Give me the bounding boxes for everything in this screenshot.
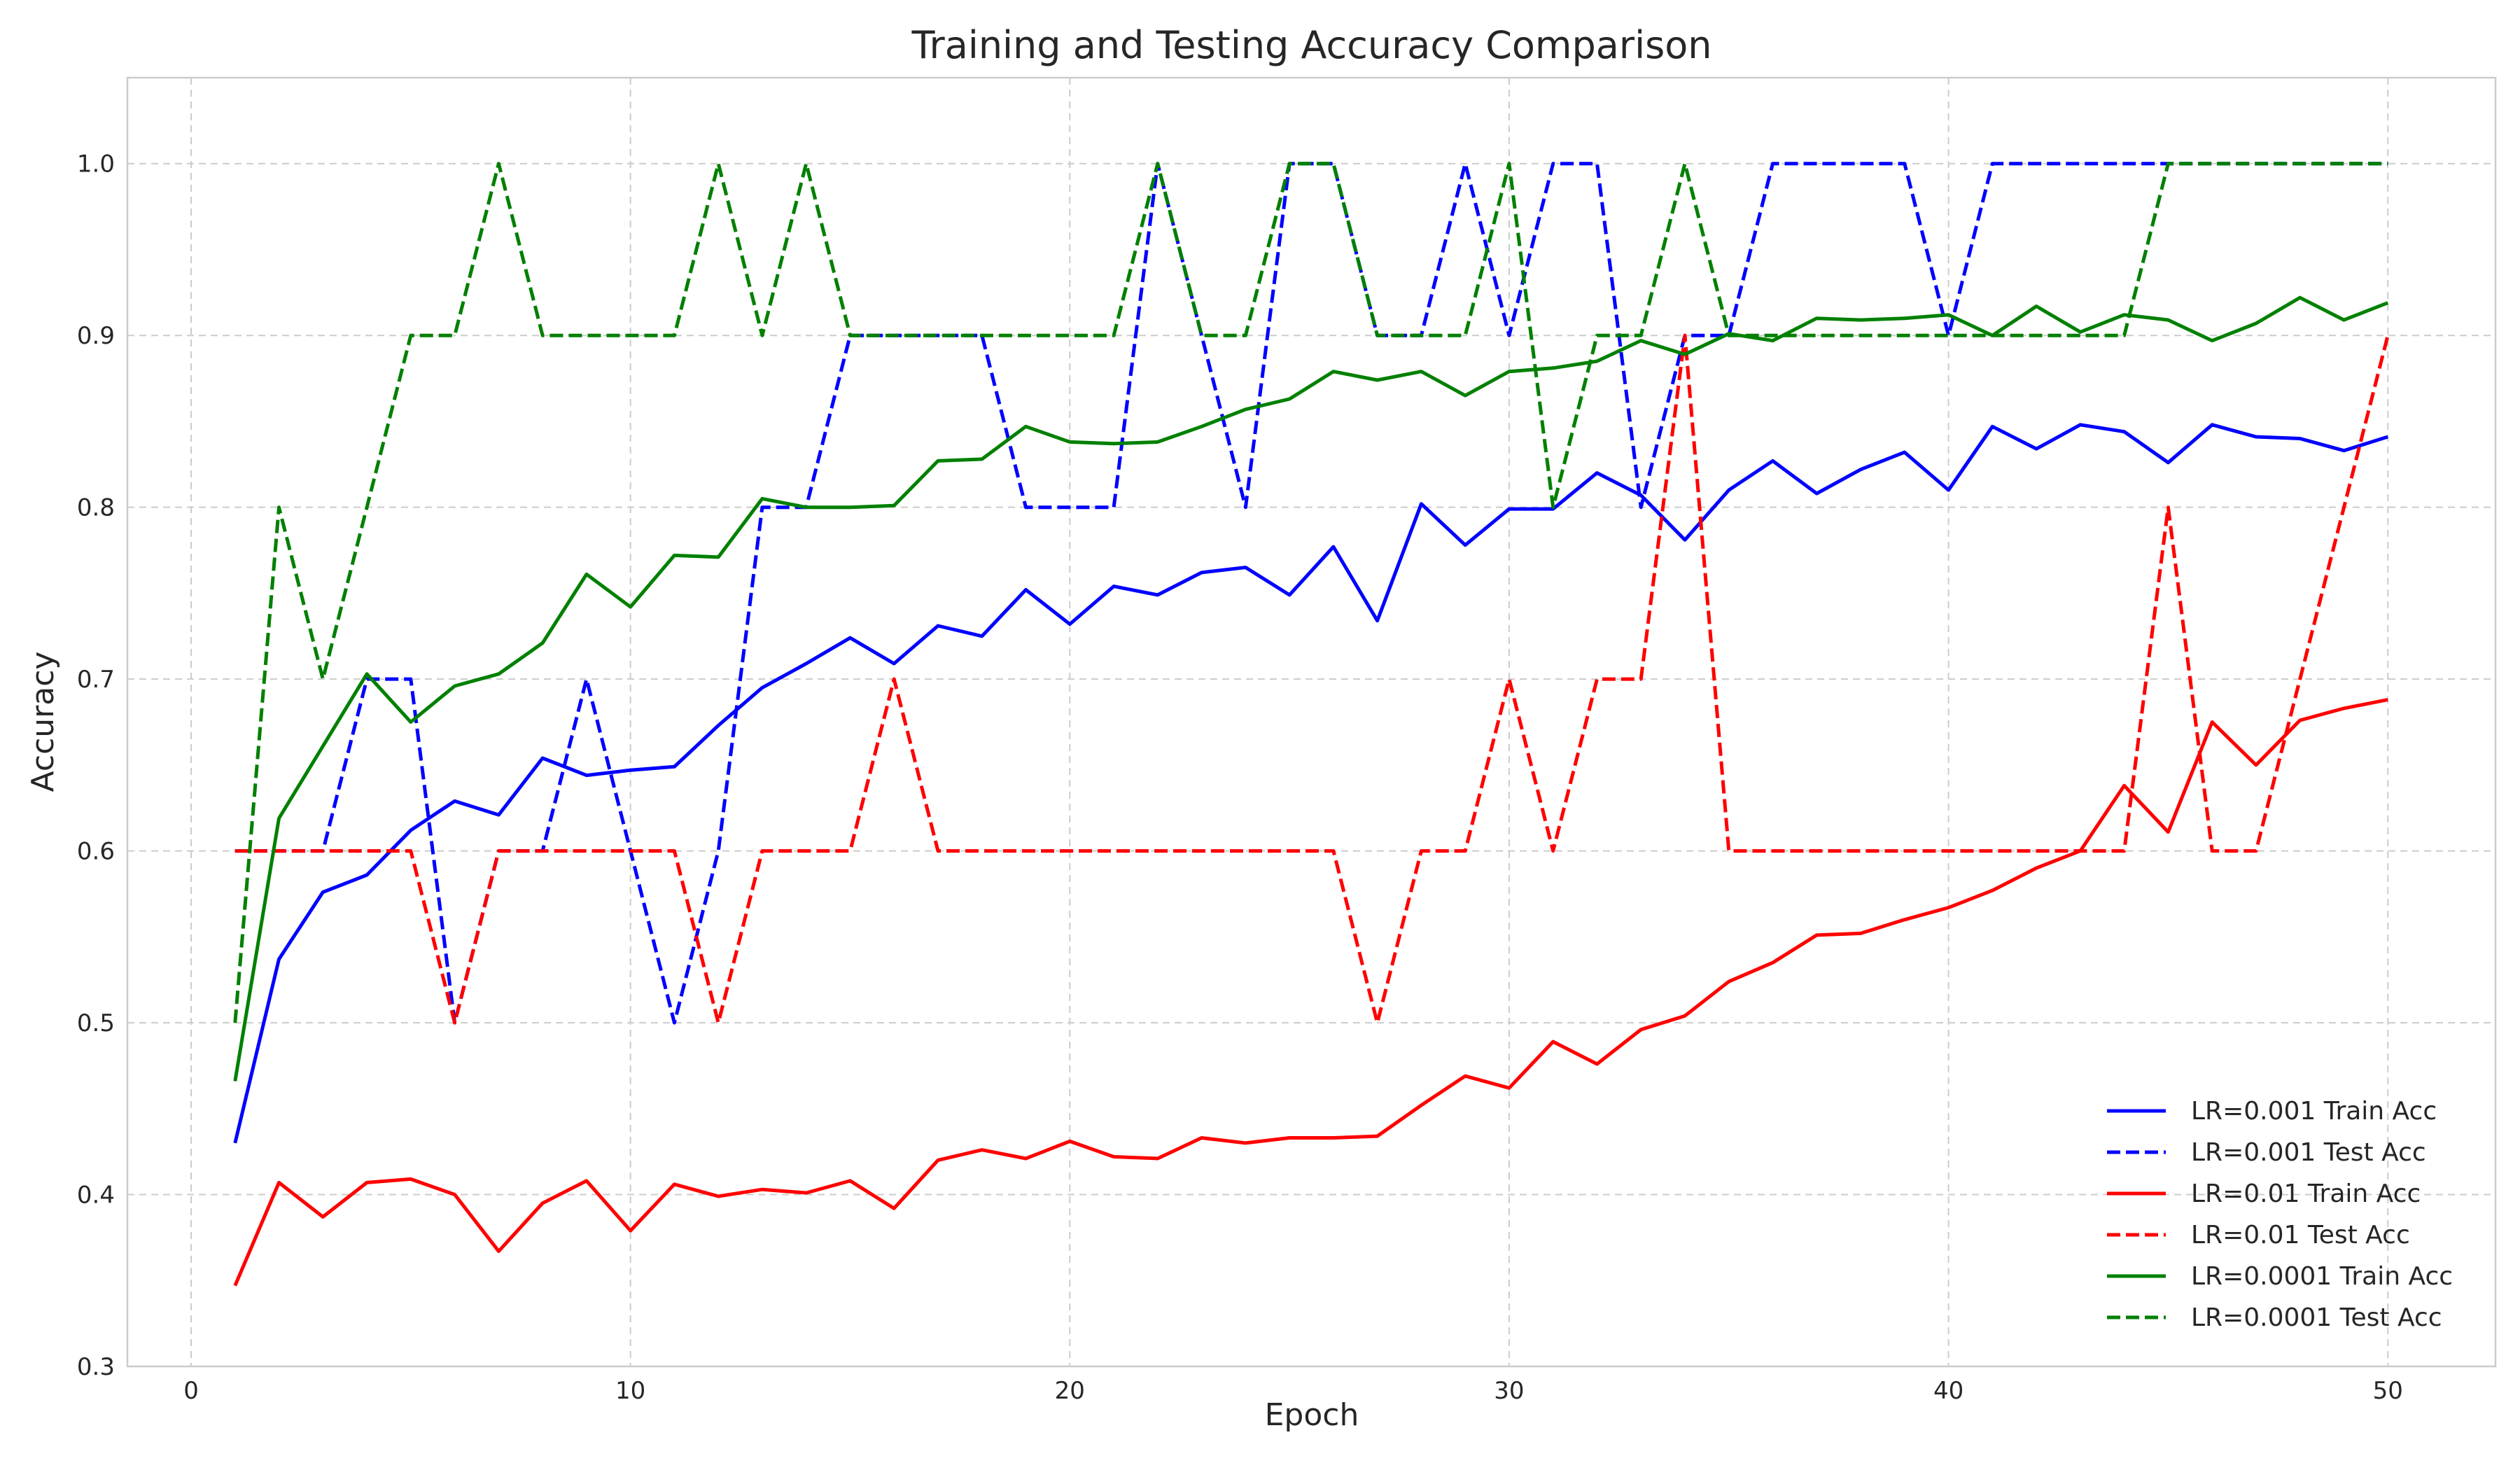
x-tick-label: 50 bbox=[2373, 1377, 2403, 1405]
legend-label-6: LR=0.0001 Test Acc bbox=[2191, 1303, 2442, 1332]
y-tick-label: 0.6 bbox=[77, 838, 115, 866]
series-line-1 bbox=[233, 423, 2388, 1144]
plot-frame bbox=[126, 76, 2497, 1368]
x-axis-label: Epoch bbox=[1265, 1397, 1359, 1433]
legend-label-3: LR=0.01 Train Acc bbox=[2191, 1180, 2421, 1208]
legend-label-5: LR=0.0001 Train Acc bbox=[2191, 1262, 2453, 1291]
series-line-4 bbox=[234, 333, 2390, 1025]
x-axis-ticks: 0 10 20 30 40 50 bbox=[183, 1377, 2403, 1405]
series-line-6 bbox=[233, 162, 2388, 1023]
chart-title: Training and Testing Accuracy Comparison bbox=[911, 23, 1712, 67]
x-tick-label: 40 bbox=[1933, 1377, 1963, 1405]
y-tick-label: 0.7 bbox=[77, 666, 115, 694]
y-tick-label: 1.0 bbox=[77, 150, 115, 178]
y-tick-label: 0.9 bbox=[77, 322, 115, 350]
y-tick-label: 0.8 bbox=[77, 494, 115, 522]
series-group bbox=[233, 162, 2390, 1287]
y-axis-ticks: 0.3 0.4 0.5 0.6 0.7 0.8 0.9 1.0 bbox=[77, 150, 115, 1381]
y-tick-label: 0.5 bbox=[77, 1009, 115, 1037]
x-tick-label: 30 bbox=[1494, 1377, 1524, 1405]
x-tick-label: 0 bbox=[183, 1377, 199, 1405]
y-axis-label: Accuracy bbox=[25, 652, 61, 792]
x-tick-label: 10 bbox=[615, 1377, 645, 1405]
legend: LR=0.001 Train Acc LR=0.001 Test Acc LR=0.… bbox=[2107, 1097, 2453, 1332]
series-line-5 bbox=[233, 295, 2389, 1082]
legend-label-4: LR=0.01 Test Acc bbox=[2191, 1221, 2410, 1250]
legend-label-2: LR=0.001 Test Acc bbox=[2191, 1138, 2426, 1167]
y-tick-label: 0.3 bbox=[77, 1353, 115, 1381]
series-line-2 bbox=[234, 162, 2388, 1025]
series-line-3 bbox=[233, 698, 2388, 1287]
y-tick-label: 0.4 bbox=[77, 1182, 115, 1210]
x-tick-label: 20 bbox=[1055, 1377, 1085, 1405]
legend-label-1: LR=0.001 Train Acc bbox=[2191, 1097, 2437, 1126]
